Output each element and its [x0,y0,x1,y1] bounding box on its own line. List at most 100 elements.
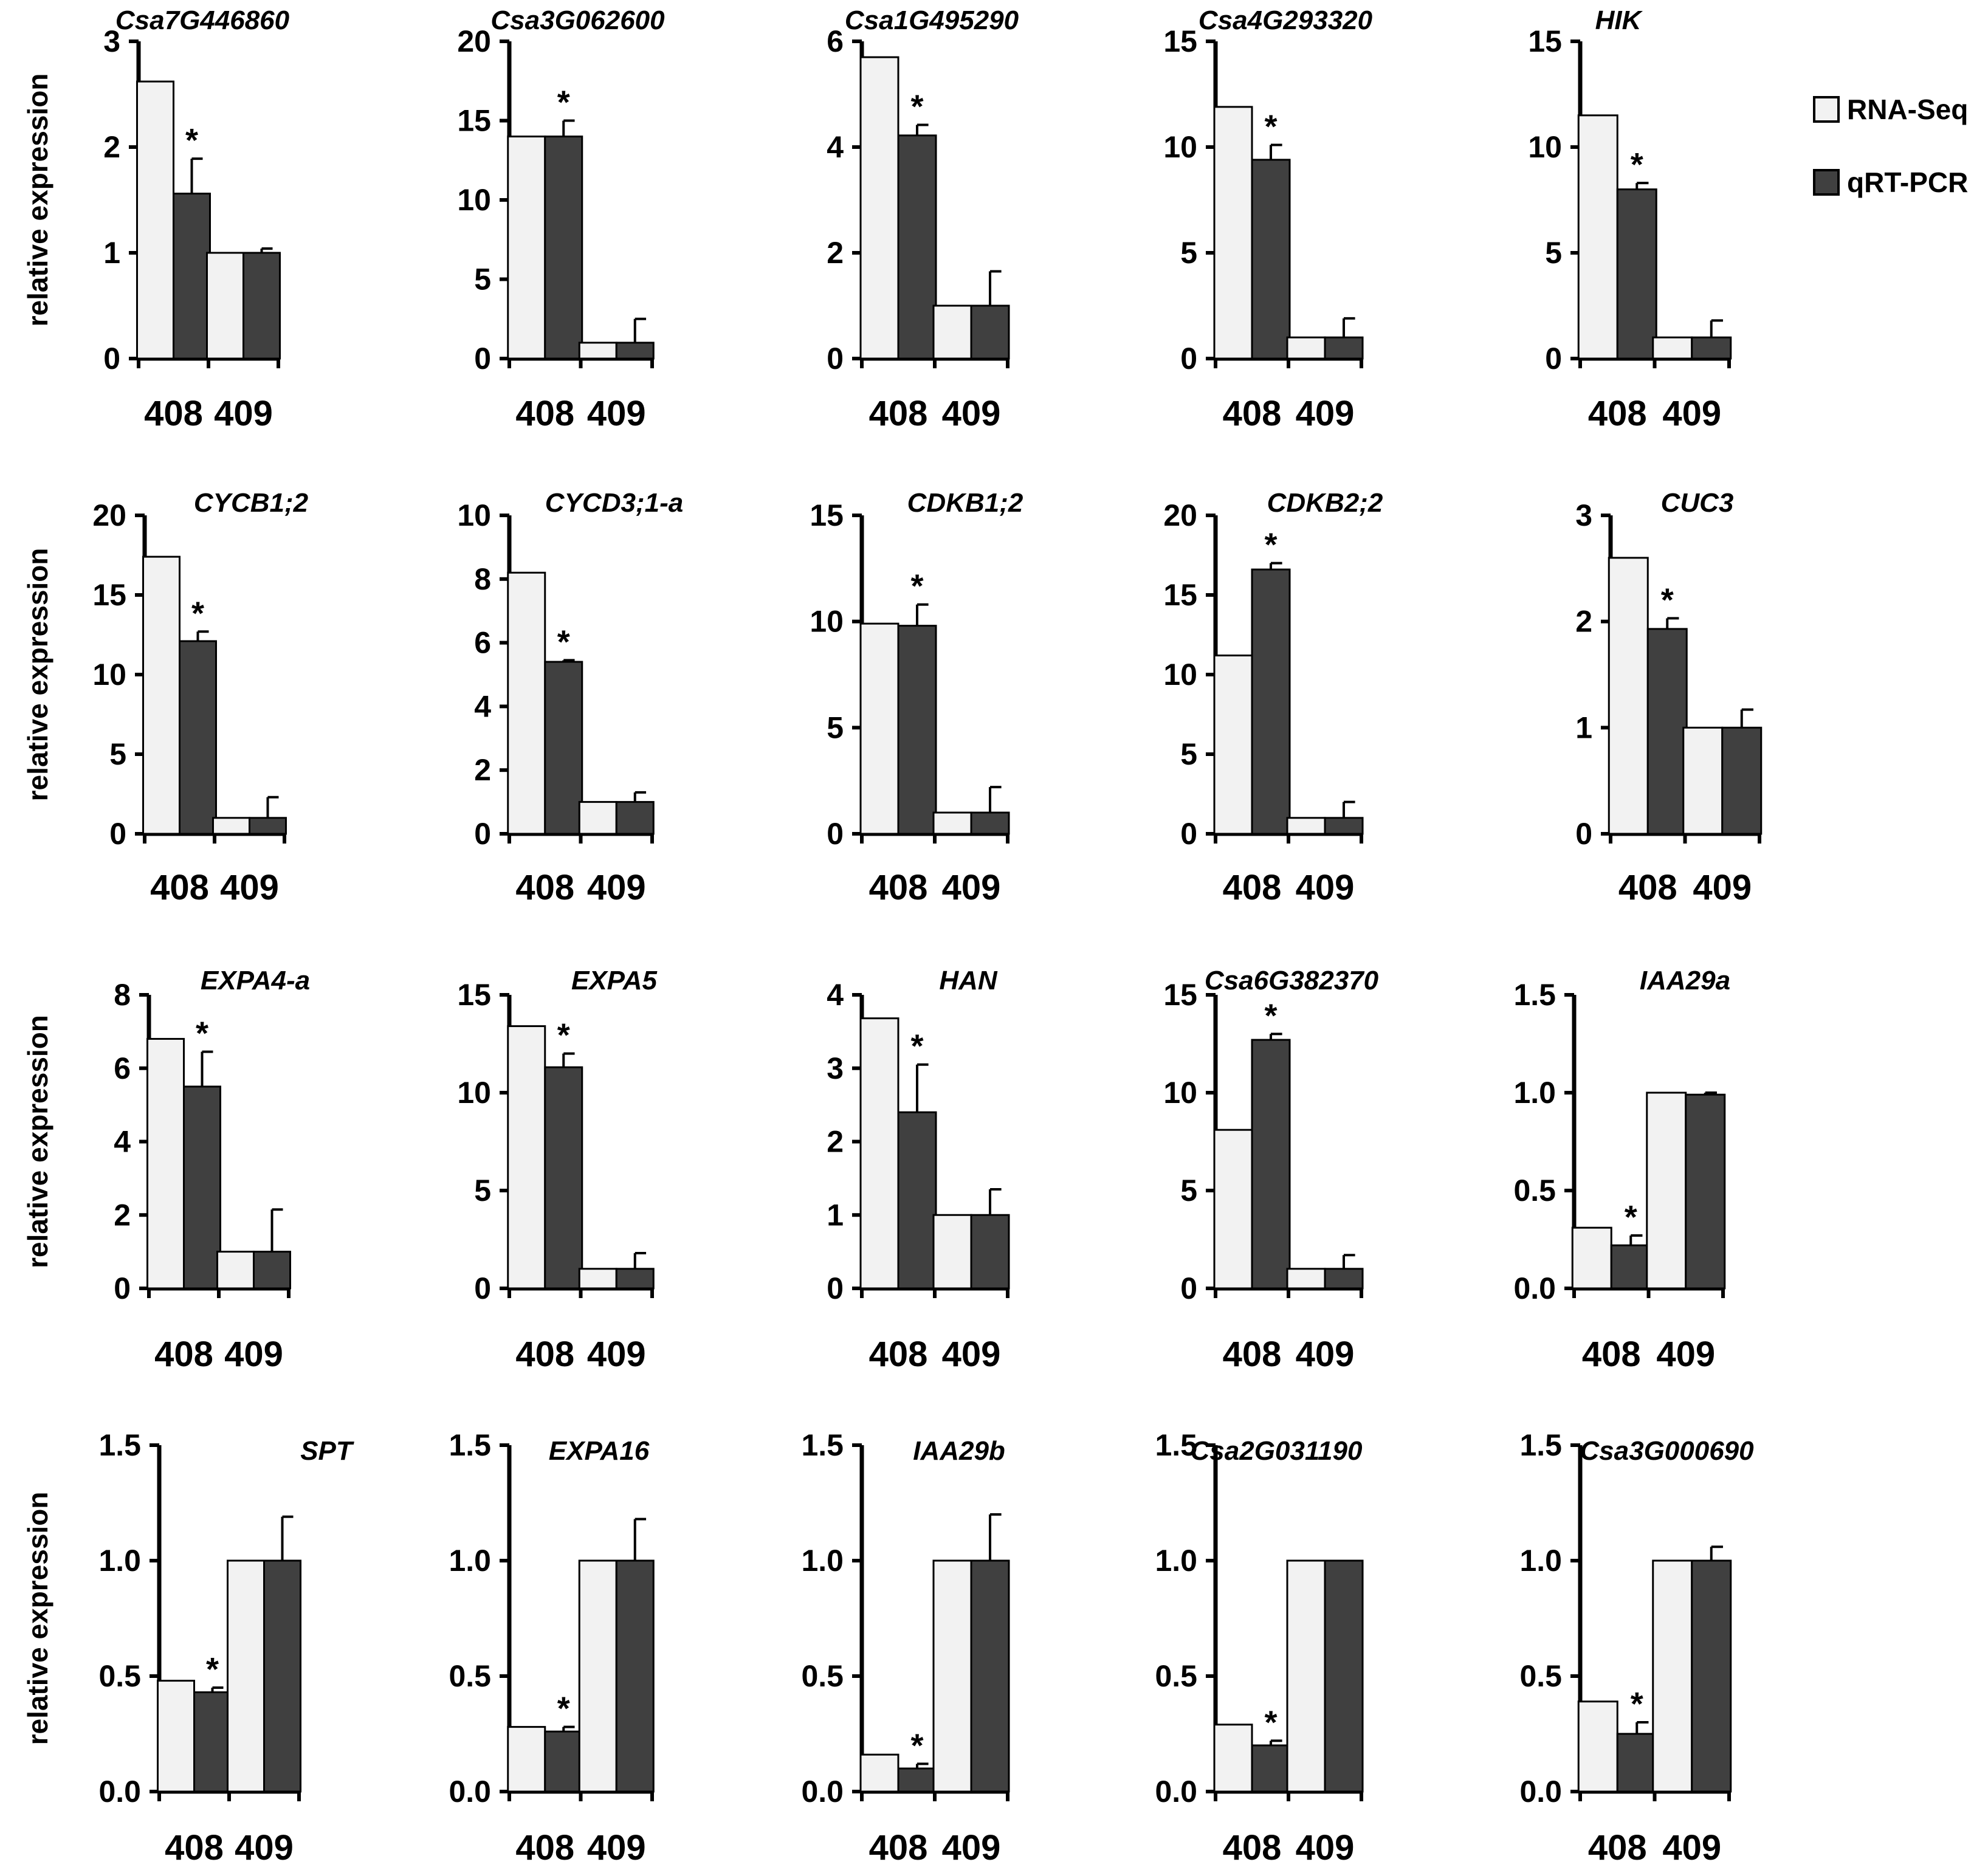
bar-qrt-pcr-408 [544,1730,583,1793]
bar-qrt-pcr-408 [897,134,937,360]
y-tick-label: 0.5 [98,1659,141,1693]
chart-panel-cuc3: CUC3 0 1 2 3 * 408 409 [1575,488,1763,907]
x-category-label: 409 [587,1828,646,1868]
chart-title: Csa1G495290 [845,5,1019,35]
bar-rna-seq-409 [227,1559,265,1793]
bar-qrt-pcr-408 [1616,188,1657,360]
bar-rna-seq-409 [932,811,972,835]
x-category-label: 408 [144,394,203,433]
chart-panel-iaa29a: IAA29a 0.0 0.5 1.0 1.5 * 408 409 [1513,966,1730,1374]
y-tick-label: 0 [1545,342,1562,376]
y-tick-label: 0.5 [1513,1174,1556,1208]
y-axis-label: relative expression [22,74,53,327]
y-tick-label: 1.0 [1519,1544,1562,1578]
y-tick-label: 1.5 [1155,1428,1197,1462]
y-tick-label: 0 [1180,342,1197,376]
chart-title: EXPA16 [549,1436,650,1466]
x-category-label: 409 [1296,394,1355,433]
bar-qrt-pcr-408 [1251,1039,1291,1290]
y-tick-label: 1.5 [1513,978,1556,1012]
bar-qrt-pcr-408 [1251,568,1291,835]
y-tick-label: 10 [457,498,491,532]
bar-qrt-pcr-408 [544,661,583,835]
y-tick-label: 0 [1180,817,1197,851]
bar-qrt-pcr-409 [1691,1559,1732,1793]
y-tick-label: 15 [810,498,844,532]
y-tick-label: 0 [474,817,491,851]
bar-qrt-pcr-408 [173,193,211,360]
chart-panel-expa5: EXPA5 0 5 10 15 * 408 409 [457,966,657,1374]
bar-rna-seq-409 [1286,817,1326,835]
y-tick-label: 0.0 [1519,1775,1562,1809]
bar-qrt-pcr-409 [1324,336,1364,360]
bar-qrt-pcr-409 [249,817,287,835]
significance-star: * [1625,1199,1637,1235]
y-tick-label: 2 [114,1198,131,1232]
bar-rna-seq-408 [1213,106,1253,360]
bar-rna-seq-409 [578,1559,617,1793]
y-tick-label: 10 [457,1076,491,1110]
bar-rna-seq-408 [1608,557,1649,835]
bar-rna-seq-408 [157,1680,195,1793]
y-tick-label: 0 [474,1271,491,1305]
bar-rna-seq-409 [932,304,972,360]
x-category-label: 408 [1223,394,1282,433]
bar-rna-seq-409 [932,1559,972,1793]
y-tick-label: 10 [92,658,126,692]
y-tick-label: 2 [827,236,844,270]
bar-rna-seq-408 [142,555,181,835]
bar-qrt-pcr-408 [544,136,583,360]
significance-star: * [1264,527,1277,563]
x-category-label: 409 [1656,1335,1715,1374]
y-tick-label: 2 [827,1125,844,1159]
x-category-label: 409 [1296,1335,1355,1374]
bar-qrt-pcr-409 [615,1268,655,1290]
bar-qrt-pcr-409 [615,801,655,835]
chart-panel-csa3g062600: Csa3G062600 0 5 10 15 20 * 408 409 [457,5,665,433]
x-category-label: 408 [1223,868,1282,907]
y-tick-label: 0 [827,342,844,376]
legend-label-rna-seq: RNA-Seq [1847,94,1968,125]
y-tick-label: 0.0 [1513,1271,1556,1305]
significance-star: * [1264,1704,1277,1741]
bar-rna-seq-408 [507,1726,546,1793]
y-tick-label: 10 [457,183,491,217]
significance-star: * [185,122,198,159]
bar-rna-seq-409 [578,801,617,835]
significance-star: * [1264,109,1277,145]
x-category-label: 408 [869,1828,928,1868]
x-category-label: 409 [1693,868,1752,907]
y-tick-label: 0 [109,817,126,851]
bar-qrt-pcr-409 [1721,726,1763,835]
bar-qrt-pcr-408 [897,625,937,835]
y-tick-label: 6 [474,626,491,660]
bar-rna-seq-408 [1213,655,1253,835]
significance-star: * [191,595,204,631]
significance-star: * [206,1651,219,1688]
y-tick-label: 1.5 [449,1428,491,1462]
y-tick-label: 0.5 [1155,1659,1197,1693]
y-tick-label: 1.5 [1519,1428,1562,1462]
y-axis-label: relative expression [22,1492,53,1745]
y-tick-label: 1.0 [801,1544,844,1578]
x-category-label: 408 [1223,1828,1282,1868]
x-category-label: 408 [1588,394,1647,433]
y-tick-label: 0.5 [801,1659,844,1693]
bar-rna-seq-408 [507,571,546,835]
bar-rna-seq-409 [1652,336,1693,360]
bar-qrt-pcr-408 [897,1767,937,1793]
x-category-label: 409 [214,394,273,433]
x-category-label: 408 [869,394,928,433]
bar-qrt-pcr-408 [544,1066,583,1290]
x-category-label: 409 [587,394,646,433]
chart-title: IAA29a [1640,966,1730,995]
x-category-label: 409 [220,868,279,907]
x-category-label: 408 [869,1335,928,1374]
y-tick-label: 5 [474,263,491,297]
bar-qrt-pcr-408 [1646,628,1688,835]
y-tick-label: 1.0 [1513,1076,1556,1110]
y-tick-label: 4 [827,130,844,164]
y-tick-label: 0.0 [1155,1775,1197,1809]
bar-qrt-pcr-409 [253,1251,291,1290]
significance-star: * [910,1727,923,1764]
